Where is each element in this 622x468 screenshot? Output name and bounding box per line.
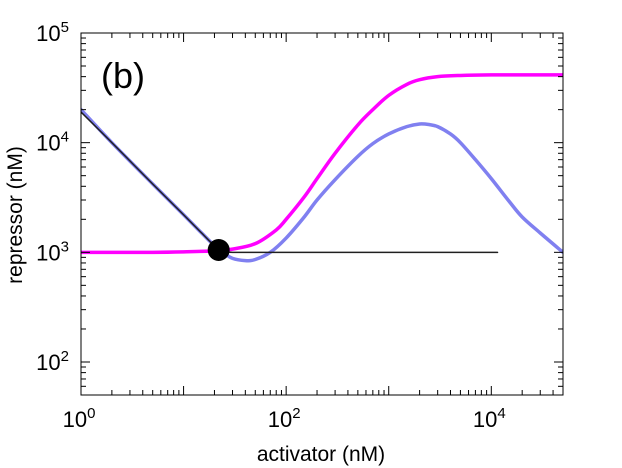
x-tick-label: 104 bbox=[473, 405, 506, 432]
y-tick-label: 105 bbox=[36, 19, 69, 46]
fixed-point-marker bbox=[207, 239, 230, 262]
tick-layer: 100 102 104 102 103 104 105 bbox=[36, 19, 564, 432]
y-tick-label: 104 bbox=[36, 129, 69, 156]
y-tick-label: 102 bbox=[36, 348, 69, 375]
plot-frame bbox=[80, 32, 564, 396]
x-axis-label: activator (nM) bbox=[257, 443, 385, 466]
y-tick-label: 103 bbox=[36, 238, 69, 265]
x-tick-label: 102 bbox=[268, 405, 301, 432]
y-axis-label: repressor (nM) bbox=[4, 146, 27, 284]
panel-label: (b) bbox=[101, 55, 145, 96]
series-line-magenta bbox=[81, 73, 563, 255]
x-tick-label: 100 bbox=[63, 405, 96, 432]
data-layer bbox=[81, 73, 563, 263]
